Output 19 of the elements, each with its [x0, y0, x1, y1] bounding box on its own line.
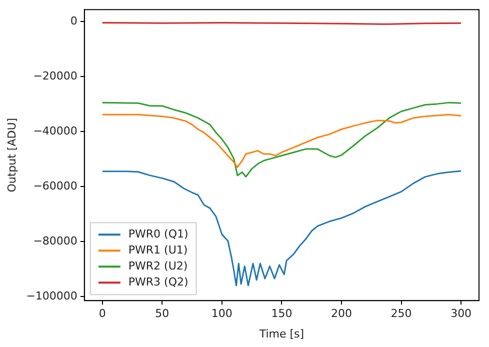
- y-tick-label: −80000: [33, 234, 78, 248]
- y-tick-label: 0: [70, 14, 78, 28]
- x-tick-label: 100: [211, 307, 232, 320]
- y-axis-title: Output [ADU]: [5, 118, 18, 192]
- x-tick-label: 300: [450, 307, 472, 320]
- x-tick-label: 250: [390, 307, 412, 320]
- x-tick-label: 200: [330, 307, 352, 320]
- legend-label: PWR0 (Q1): [128, 227, 188, 240]
- x-axis-title: Time [s]: [258, 327, 304, 340]
- legend-label: PWR3 (Q2): [128, 275, 188, 288]
- x-tick-label: 150: [271, 307, 292, 320]
- y-tick-label: −40000: [33, 124, 78, 138]
- y-tick-label: −100000: [26, 289, 78, 302]
- legend-label: PWR1 (U1): [128, 243, 188, 256]
- legend-label: PWR2 (U2): [128, 259, 188, 272]
- y-tick-label: −20000: [33, 69, 78, 82]
- x-tick-label: 50: [155, 307, 170, 320]
- y-tick-label: −60000: [33, 179, 78, 192]
- x-tick-label: 0: [98, 307, 106, 320]
